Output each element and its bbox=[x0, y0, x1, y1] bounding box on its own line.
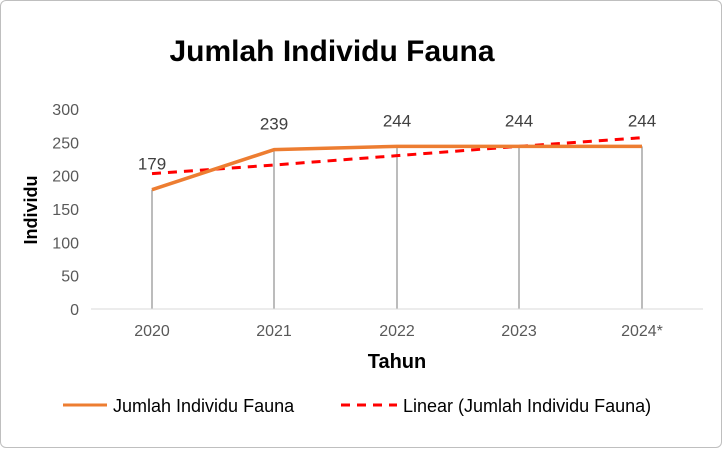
data-label: 244 bbox=[383, 111, 411, 130]
data-label: 244 bbox=[628, 111, 656, 130]
y-axis-label: Individu bbox=[21, 176, 41, 245]
legend-label-trendline: Linear (Jumlah Individu Fauna) bbox=[403, 396, 651, 416]
data-label: 244 bbox=[505, 111, 533, 130]
x-axis-label: Tahun bbox=[368, 351, 427, 373]
data-labels: 179 239 244 244 244 bbox=[138, 111, 656, 173]
y-tick-label: 100 bbox=[52, 235, 79, 252]
trendline-group bbox=[151, 136, 643, 176]
series-line bbox=[151, 144, 642, 192]
y-tick-label: 0 bbox=[70, 302, 79, 319]
x-axis-ticks: 2020 2021 2022 2023 2024* bbox=[134, 323, 663, 340]
trendline bbox=[151, 136, 643, 176]
series-group bbox=[151, 144, 642, 192]
drop-lines bbox=[151, 146, 643, 309]
y-tick-label: 150 bbox=[52, 202, 79, 219]
data-label: 179 bbox=[138, 155, 166, 174]
y-axis-ticks: 0 50 100 150 200 250 300 bbox=[52, 102, 79, 319]
x-tick-label: 2022 bbox=[379, 323, 415, 340]
x-tick-label: 2024* bbox=[621, 323, 663, 340]
x-tick-label: 2020 bbox=[134, 323, 170, 340]
y-tick-label: 200 bbox=[52, 169, 79, 186]
legend: Jumlah Individu Fauna Linear (Jumlah Ind… bbox=[63, 396, 651, 416]
chart-title: Jumlah Individu Fauna bbox=[169, 35, 494, 68]
y-tick-label: 250 bbox=[52, 135, 79, 152]
x-tick-label: 2021 bbox=[256, 323, 292, 340]
x-tick-label: 2023 bbox=[501, 323, 537, 340]
y-tick-label: 50 bbox=[61, 269, 79, 286]
data-label: 239 bbox=[260, 115, 288, 134]
y-tick-label: 300 bbox=[52, 102, 79, 119]
legend-label-series: Jumlah Individu Fauna bbox=[113, 396, 295, 416]
